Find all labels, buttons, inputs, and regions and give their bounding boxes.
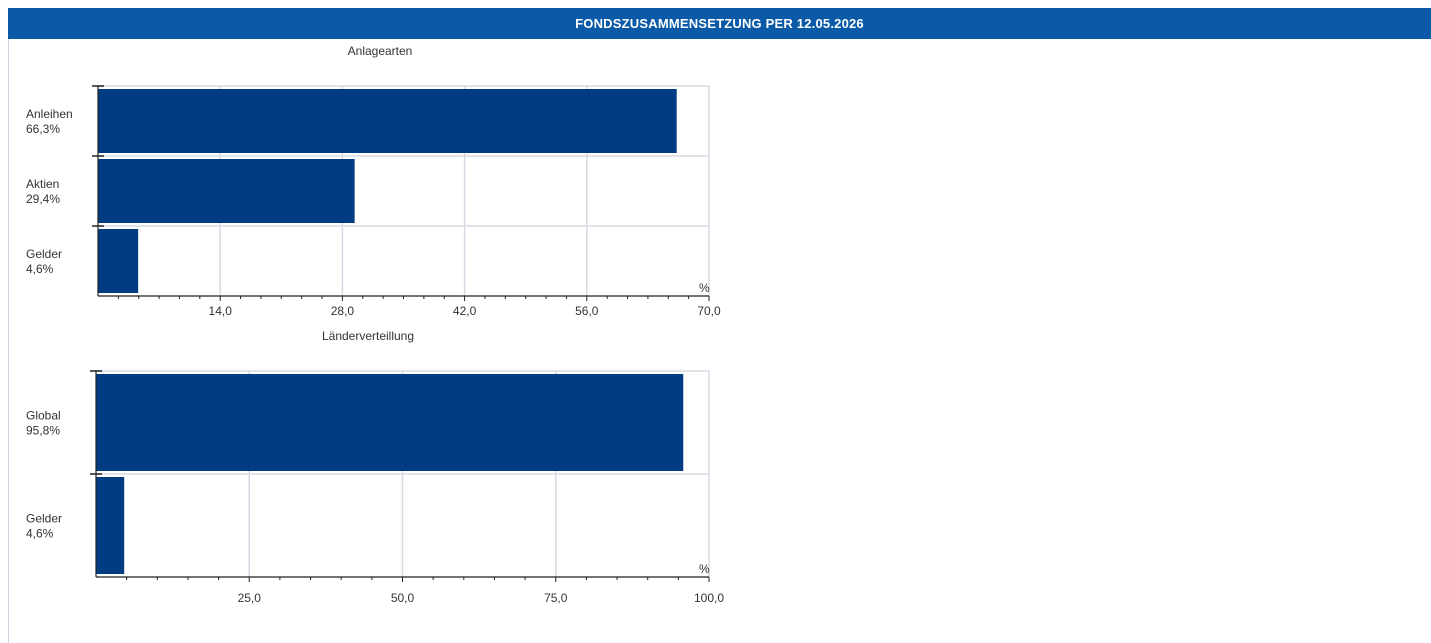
chart-title: Länderverteillung	[322, 329, 414, 343]
x-tick-label: 25,0	[238, 591, 262, 605]
x-tick-label: 28,0	[331, 304, 355, 318]
category-value-label: 29,4%	[26, 192, 60, 206]
panel-header: FONDSZUSAMMENSETZUNG PER 12.05.2026	[8, 8, 1431, 39]
category-label: Aktien	[26, 177, 59, 191]
category-label: Global	[26, 409, 61, 423]
category-label: Gelder	[26, 512, 62, 526]
x-tick-label: 70,0	[697, 304, 721, 318]
category-value-label: 4,6%	[26, 262, 54, 276]
bar-global	[96, 374, 684, 471]
bar-gelder	[96, 477, 125, 574]
bar-anleihen	[98, 89, 677, 153]
chart-title: Anlagearten	[348, 44, 413, 58]
bar-aktien	[98, 159, 355, 223]
x-tick-label: 56,0	[575, 304, 599, 318]
x-tick-label: 75,0	[544, 591, 568, 605]
x-tick-label: 50,0	[391, 591, 415, 605]
category-value-label: 4,6%	[26, 527, 54, 541]
x-tick-label: 42,0	[453, 304, 477, 318]
bar-gelder	[98, 229, 139, 293]
unit-label: %	[699, 281, 710, 295]
category-value-label: 95,8%	[26, 424, 60, 438]
x-tick-label: 14,0	[209, 304, 233, 318]
panel-left-border	[8, 39, 9, 643]
x-tick-label: 100,0	[694, 591, 724, 605]
category-label: Anleihen	[26, 107, 73, 121]
category-label: Gelder	[26, 247, 62, 261]
unit-label: %	[699, 562, 710, 576]
category-value-label: 66,3%	[26, 122, 60, 136]
